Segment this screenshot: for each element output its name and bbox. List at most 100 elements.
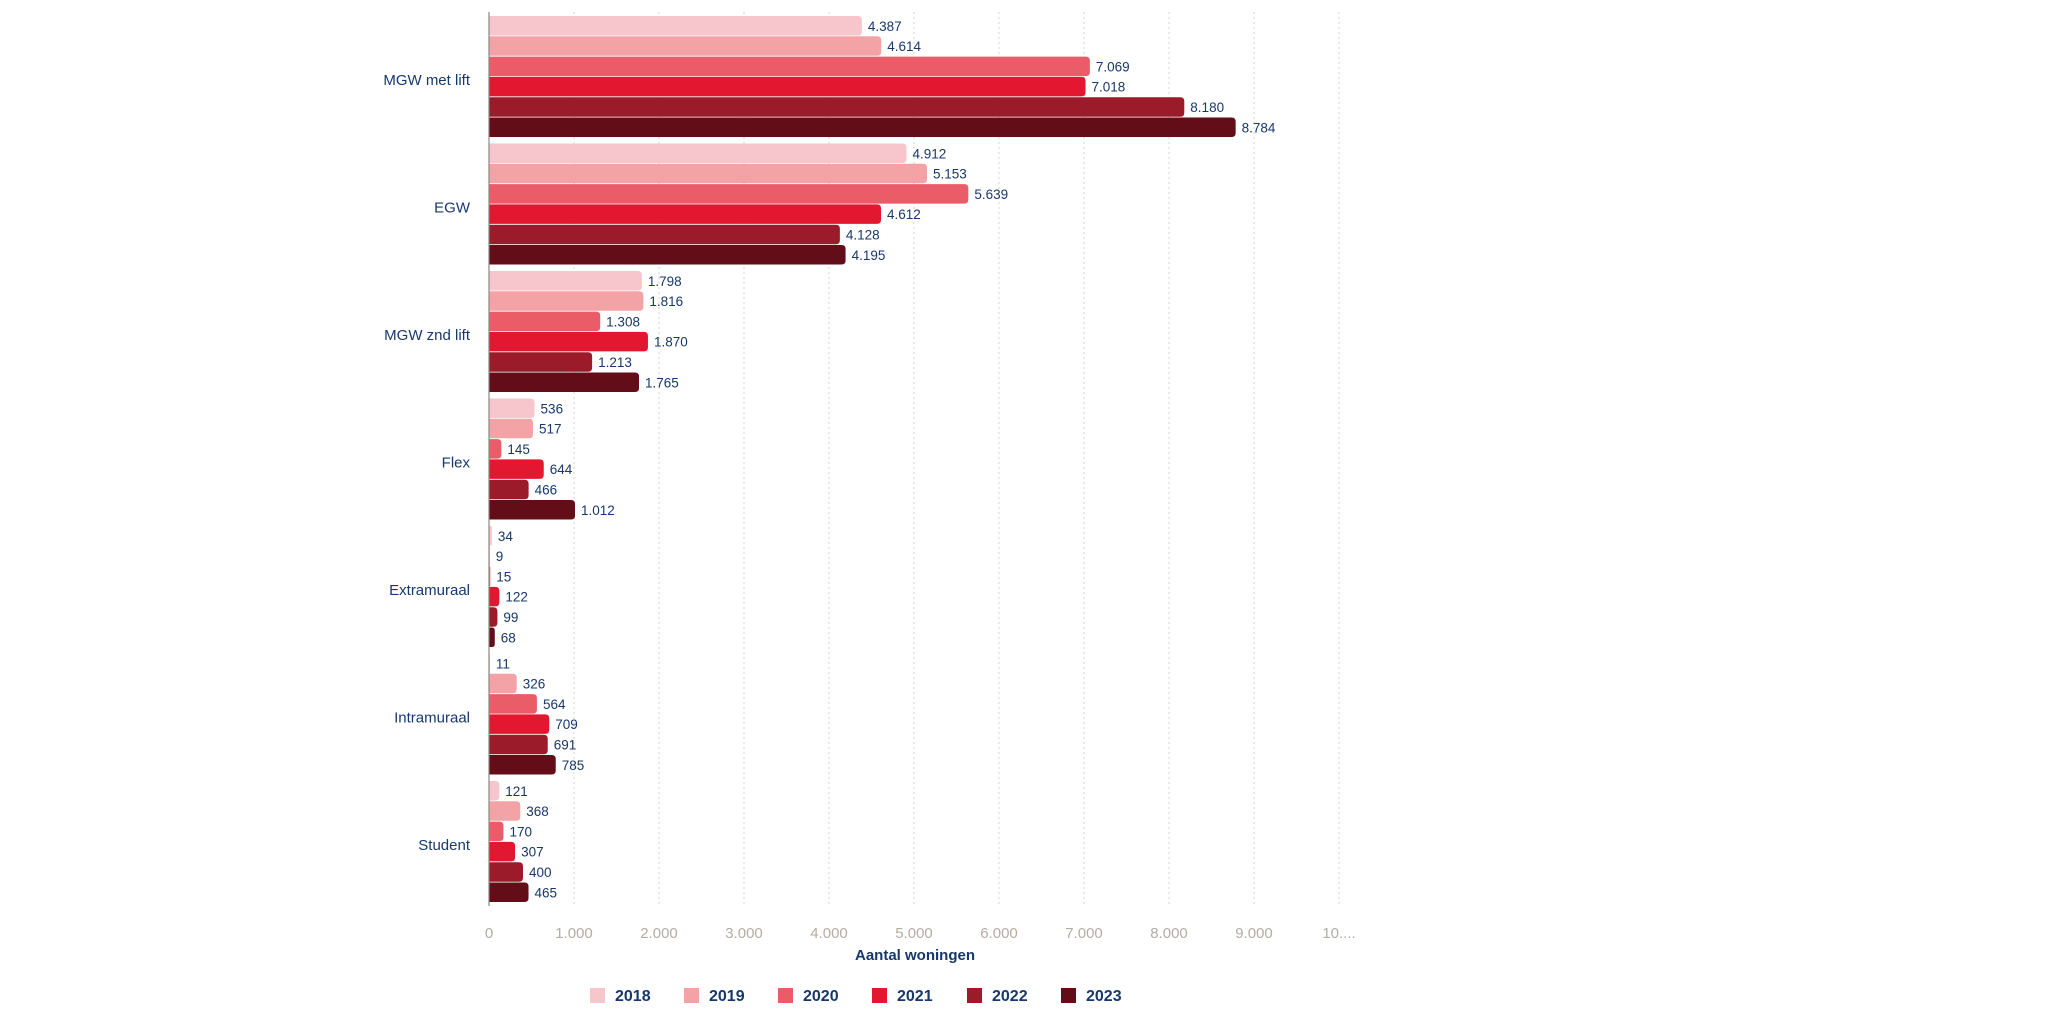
data-label: 34: [498, 529, 514, 544]
bar: [489, 184, 969, 204]
x-tick-label: 1.000: [555, 925, 593, 942]
data-label: 7.018: [1092, 80, 1126, 95]
legend-swatch: [590, 988, 605, 1003]
data-label: 326: [523, 677, 546, 692]
data-label: 785: [562, 758, 585, 773]
data-label: 564: [543, 697, 566, 712]
data-label: 5.639: [974, 187, 1008, 202]
legend-label: 2022: [992, 988, 1028, 1005]
bar: [489, 117, 1236, 137]
data-label: 4.128: [846, 227, 880, 242]
data-label: 1.816: [649, 294, 683, 309]
data-label: 4.612: [887, 207, 921, 222]
bar: [489, 694, 537, 714]
category-label: Student: [418, 837, 471, 854]
bar: [489, 204, 882, 224]
bar: [489, 398, 535, 418]
bar: [489, 714, 550, 734]
legend-swatch: [872, 988, 887, 1003]
bar: [489, 500, 576, 520]
x-axis-title: Aantal woningen: [855, 947, 975, 964]
category-label: Flex: [442, 454, 471, 471]
bar: [489, 36, 882, 56]
data-label: 709: [555, 717, 578, 732]
data-label: 691: [554, 737, 577, 752]
data-label: 1.213: [598, 355, 632, 370]
x-tick-label: 0: [485, 925, 493, 942]
bar: [489, 627, 495, 647]
data-label: 368: [526, 804, 549, 819]
bar: [489, 781, 500, 801]
bar: [489, 163, 928, 184]
bar: [489, 16, 862, 36]
data-label: 4.912: [913, 146, 947, 161]
data-label: 68: [501, 630, 516, 645]
data-label: 11: [496, 656, 510, 671]
bar: [489, 459, 544, 479]
legend-label: 2020: [803, 988, 839, 1005]
data-label: 536: [541, 401, 564, 416]
bar: [489, 76, 1086, 97]
bar: [489, 841, 516, 862]
legend-swatch: [1061, 988, 1076, 1003]
bar: [489, 862, 523, 882]
x-tick-label: 3.000: [725, 925, 763, 942]
category-label: Extramuraal: [389, 582, 470, 599]
x-tick-label: 9.000: [1235, 925, 1273, 942]
bar: [489, 311, 601, 332]
x-tick-label: 6.000: [980, 925, 1018, 942]
bar: [489, 224, 840, 245]
data-label: 170: [509, 824, 532, 839]
bar: [489, 372, 640, 392]
data-label: 5.153: [933, 167, 967, 182]
bar: [489, 143, 907, 163]
x-axis: 0 1.000 2.000 3.000 4.000 5.000 6.000 7.000 8.00…: [485, 12, 1356, 942]
data-label: 4.195: [852, 248, 886, 263]
bar: [489, 331, 648, 352]
category-labels: MGW met lift EGW MGW znd lift Flex Extramura…: [383, 72, 471, 854]
data-label: 7.069: [1096, 59, 1130, 74]
bar: [489, 586, 500, 607]
data-label: 9: [496, 549, 504, 564]
data-label: 517: [539, 422, 562, 437]
data-label: 1.765: [645, 375, 679, 390]
data-label: 121: [505, 784, 528, 799]
bar: [489, 734, 548, 755]
category-label: MGW znd lift: [384, 327, 471, 344]
data-label: 400: [529, 865, 552, 880]
legend: 2018 2019 2020 2021 2022 2023: [590, 988, 1122, 1005]
data-label: 307: [521, 845, 544, 860]
data-label: 8.180: [1190, 100, 1224, 115]
bars: [489, 16, 1236, 902]
data-label: 1.012: [581, 503, 615, 518]
data-label: 465: [535, 885, 558, 900]
x-tick-label: 5.000: [895, 925, 933, 942]
x-tick-label: 2.000: [640, 925, 678, 942]
data-label: 122: [505, 590, 528, 605]
data-labels: 4.387 4.614 7.069 7.018 8.180 8.784 4.912 5.153…: [496, 19, 1276, 901]
category-label: EGW: [434, 199, 471, 216]
bar: [489, 352, 593, 372]
x-tick-label: 8.000: [1150, 925, 1188, 942]
data-label: 145: [507, 442, 530, 457]
legend-swatch: [684, 988, 699, 1003]
bar: [489, 607, 498, 627]
data-label: 644: [550, 462, 573, 477]
bar: [489, 801, 521, 821]
bar: [489, 821, 504, 842]
bar: [489, 439, 502, 459]
x-tick-label: 10....: [1322, 925, 1355, 942]
category-label: Intramuraal: [394, 709, 470, 726]
data-label: 99: [503, 610, 518, 625]
data-label: 1.308: [606, 314, 640, 329]
bar: [489, 882, 529, 902]
bar: [489, 479, 529, 500]
data-label: 1.798: [648, 274, 682, 289]
x-tick-label: 4.000: [810, 925, 848, 942]
bar: [489, 526, 492, 546]
category-label: MGW met lift: [383, 72, 470, 89]
grid-lines: [573, 12, 1340, 906]
data-label: 8.784: [1242, 120, 1276, 135]
